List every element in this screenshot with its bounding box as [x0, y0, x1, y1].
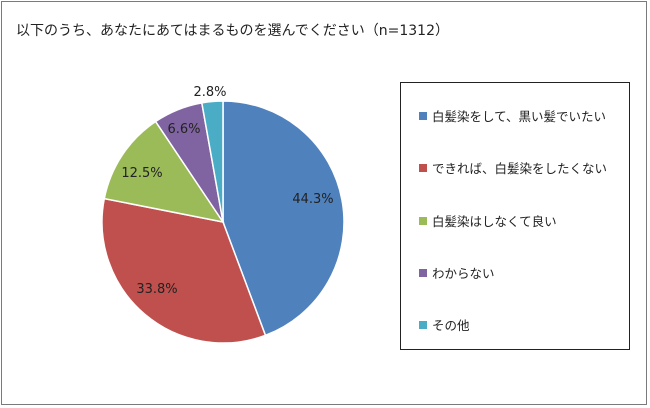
pie-slice: [103, 120, 225, 224]
data-label: 33.8%: [136, 282, 177, 297]
legend-label: わからない: [432, 266, 495, 281]
legend-item: 白髪染をして、黒い髪でいたい: [419, 106, 606, 125]
legend-swatch: [419, 111, 427, 120]
legend-item: 白髪染はしなくて良い: [419, 211, 557, 230]
legend-item: できれば、白髪染をしたくない: [419, 158, 607, 177]
data-label: 6.6%: [167, 122, 200, 137]
pie-slice: [222, 100, 345, 337]
legend-label: 白髪染はしなくて良い: [432, 214, 557, 229]
pie-slice: [200, 100, 224, 223]
legend: 白髪染をして、黒い髪でいたい できれば、白髪染をしたくない 白髪染はしなくて良い…: [400, 82, 630, 350]
legend-label: できれば、白髪染をしたくない: [432, 161, 608, 176]
legend-label: その他: [432, 318, 470, 333]
legend-swatch: [419, 268, 427, 277]
legend-item: わからない: [419, 263, 495, 282]
chart-title: 以下のうち、あなたにあてはまるものを選んでください（n=1312）: [16, 23, 449, 39]
legend-swatch: [419, 320, 427, 329]
data-label: 2.8%: [193, 85, 226, 100]
data-label: 12.5%: [121, 166, 162, 181]
legend-swatch: [419, 216, 427, 225]
pie-slice: [101, 197, 267, 344]
data-label: 44.3%: [292, 192, 333, 207]
legend-label: 白髪染をして、黒い髪でいたい: [432, 109, 607, 124]
legend-swatch: [419, 163, 427, 172]
legend-item: その他: [419, 315, 470, 334]
